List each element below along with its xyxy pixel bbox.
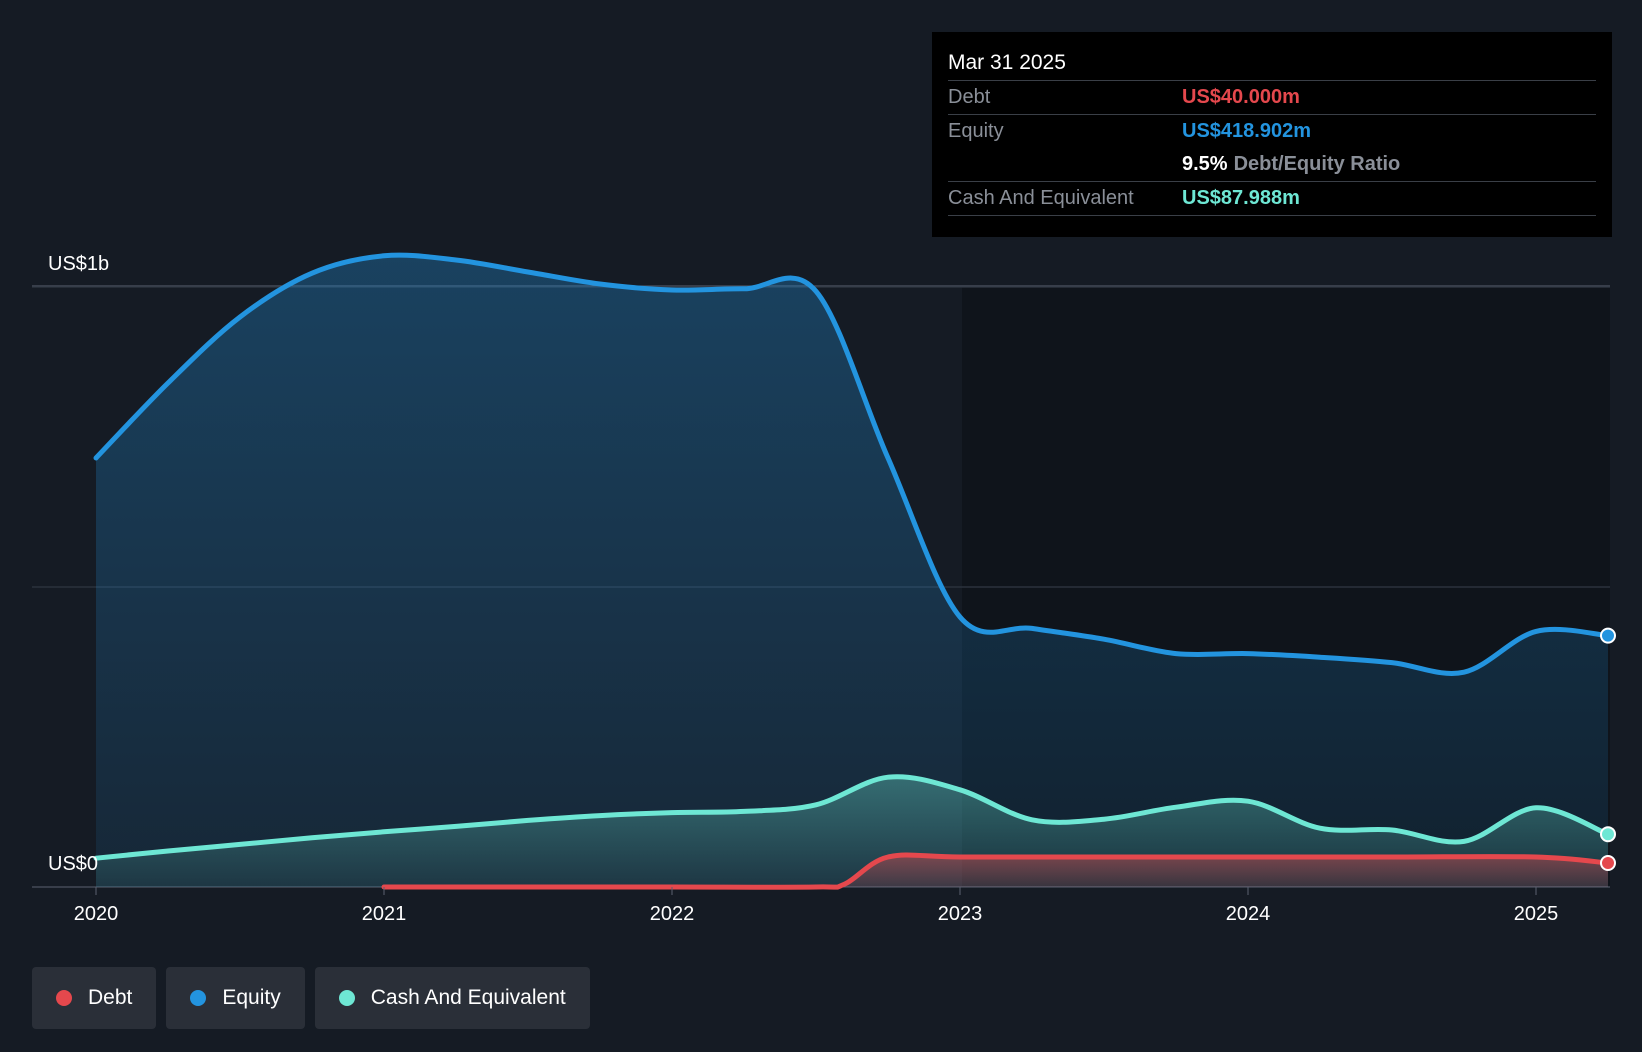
tooltip-equity-row: Equity US$418.902m — [948, 115, 1596, 148]
cash-endpoint — [1600, 826, 1616, 843]
tooltip-ratio-label: Debt/Equity Ratio — [1233, 153, 1401, 175]
tooltip-ratio-spacer — [948, 148, 1182, 181]
tooltip-cash-row: Cash And Equivalent US$87.988m — [948, 182, 1596, 216]
tooltip-ratio-row: 9.5% Debt/Equity Ratio — [948, 148, 1596, 182]
equity-endpoint — [1600, 627, 1616, 644]
x-axis-ticks: 2020 2021 2022 2023 2024 2025 — [74, 887, 1559, 925]
debt-dot-icon — [56, 990, 72, 1006]
x-tick-label: 2025 — [1514, 903, 1559, 925]
tooltip-debt-value: US$40.000m — [1182, 86, 1300, 108]
equity-dot-icon — [190, 990, 207, 1006]
legend-debt-label: Debt — [88, 986, 133, 1009]
tooltip-debt-row: Debt US$40.000m — [948, 81, 1596, 115]
x-tick-label: 2023 — [938, 903, 983, 925]
x-tick-label: 2022 — [650, 903, 695, 925]
y-axis-top-label: US$1b — [48, 253, 109, 275]
tooltip-cash-label: Cash And Equivalent — [948, 187, 1134, 209]
equity-line — [93, 252, 1611, 676]
legend-cash-label: Cash And Equivalent — [370, 986, 566, 1009]
tooltip-equity-value: US$418.902m — [1182, 120, 1311, 142]
series-areas — [96, 255, 1608, 888]
tooltip-debt-label: Debt — [948, 86, 991, 108]
series-lines — [93, 252, 1611, 890]
debt-line — [381, 852, 1611, 890]
tooltip-date: Mar 31 2025 — [948, 46, 1596, 81]
x-tick-label: 2024 — [1226, 903, 1271, 925]
cash-line — [93, 774, 1611, 861]
legend-item-cash[interactable]: Cash And Equivalent — [314, 967, 590, 1029]
tooltip-panel: Mar 31 2025 Debt US$40.000m Equity US$41… — [932, 32, 1612, 237]
tooltip-ratio-value: 9.5% — [1182, 153, 1228, 175]
legend-equity-label: Equity — [222, 986, 281, 1009]
tooltip-cash-value: US$87.988m — [1182, 187, 1300, 209]
debt-endpoint — [1600, 855, 1616, 871]
series-endpoints — [1600, 627, 1616, 871]
cash-dot-icon — [338, 990, 355, 1006]
debt-area — [384, 855, 1608, 888]
tooltip-equity-label: Equity — [948, 120, 1004, 142]
legend-item-equity[interactable]: Equity — [166, 967, 305, 1029]
x-tick-label: 2020 — [74, 903, 119, 925]
legend-item-debt[interactable]: Debt — [32, 967, 157, 1029]
x-tick-label: 2021 — [362, 903, 407, 925]
y-axis-bottom-label: US$0 — [48, 853, 98, 875]
legend: Debt Equity Cash And Equivalent — [32, 967, 590, 1029]
equity-area — [96, 255, 1608, 887]
